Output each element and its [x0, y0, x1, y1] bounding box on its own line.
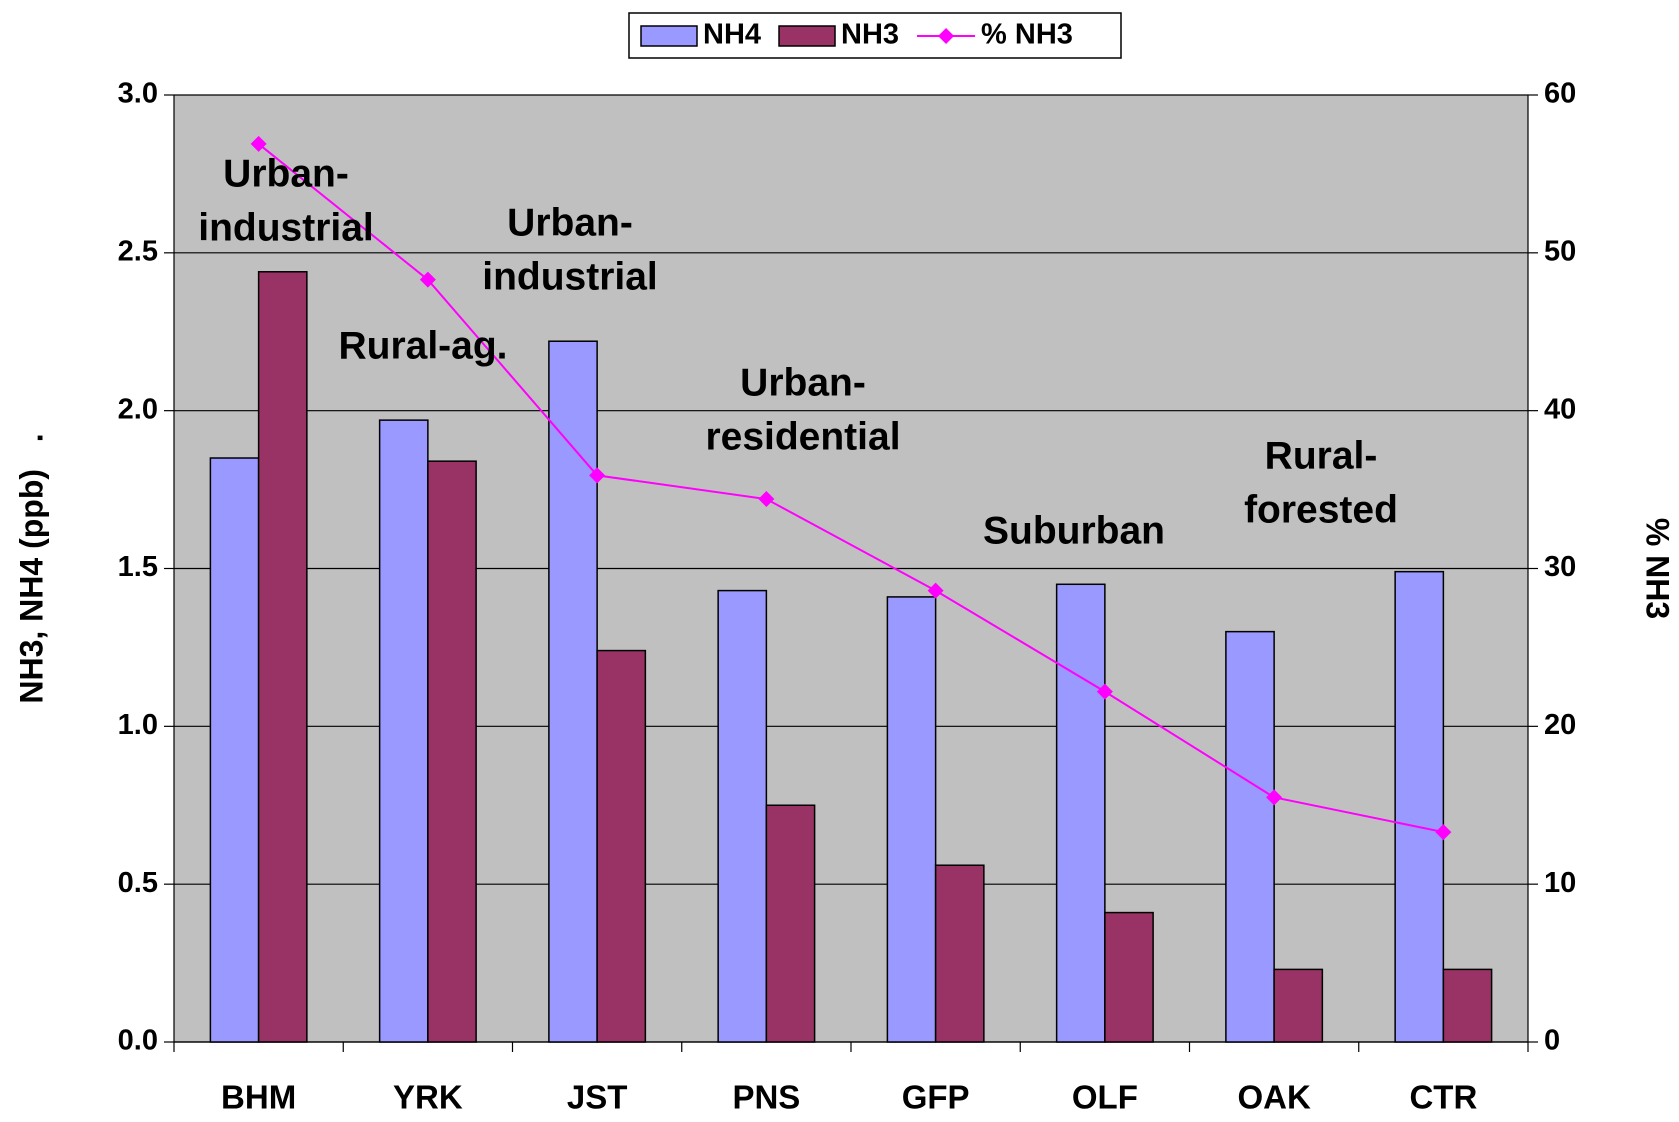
y2-tick-label: 40 [1544, 393, 1576, 425]
bar [1225, 630, 1275, 1043]
y-tick-label: 0.5 [118, 867, 158, 899]
line-marker [250, 135, 267, 152]
line-marker [758, 491, 775, 508]
y-tick-label: 2.0 [118, 393, 158, 425]
bar [717, 589, 768, 1043]
annotation: Urban- [507, 201, 633, 244]
line-marker [1435, 824, 1452, 841]
y2-tick-label: 0 [1544, 1025, 1560, 1057]
x-tick-label: PNS [732, 1079, 800, 1116]
legend-swatch [640, 25, 698, 47]
legend-box [628, 12, 1122, 59]
y-tick-label: 3.0 [118, 78, 158, 110]
y2-axis-label: % NH3 [1640, 518, 1676, 619]
y2-tick-label: 50 [1544, 235, 1576, 267]
y2-tick-label: 10 [1544, 867, 1576, 899]
x-tick-label: GFP [902, 1079, 970, 1116]
annotation: forested [1244, 488, 1398, 531]
line-series [257, 143, 1444, 834]
legend-marker [938, 28, 955, 44]
y-tick-label: 0.0 [118, 1025, 158, 1057]
annotation: industrial [482, 255, 658, 298]
annotation: Suburban [983, 509, 1165, 552]
annotation: Rural- [1265, 434, 1378, 477]
x-tick-label: OLF [1072, 1079, 1138, 1116]
bar [1104, 911, 1154, 1043]
y-tick-label: 2.5 [118, 235, 158, 267]
x-tick-label: CTR [1409, 1079, 1477, 1116]
annotation: residential [705, 415, 900, 458]
x-tick-label: OAK [1237, 1079, 1311, 1116]
y2-tick-label: 30 [1544, 551, 1576, 583]
bar [378, 419, 429, 1043]
legend-label: NH3 [841, 19, 899, 51]
bar [765, 804, 816, 1043]
x-tick-label: YRK [393, 1079, 463, 1116]
bar [596, 649, 647, 1043]
y-axis-label: NH3, NH4 (ppb) . [13, 433, 49, 703]
bar [1055, 583, 1106, 1043]
bar [257, 271, 308, 1043]
bar [886, 596, 937, 1043]
y2-tick-label: 20 [1544, 709, 1576, 741]
line-marker [589, 467, 606, 484]
x-tick-label: BHM [221, 1079, 296, 1116]
bar [1442, 968, 1493, 1043]
line-marker [927, 582, 944, 599]
legend-swatch [778, 25, 836, 47]
line-marker [1096, 683, 1113, 700]
bar [427, 460, 477, 1043]
bar [1273, 968, 1324, 1043]
annotation: Urban- [223, 152, 349, 195]
x-tick-label: JST [567, 1079, 628, 1116]
y-tick-label: 1.5 [118, 551, 158, 583]
bar [209, 457, 260, 1043]
annotation: Rural-ag. [338, 324, 507, 367]
bar [934, 864, 985, 1043]
annotation: industrial [198, 206, 374, 249]
y-tick-label: 1.0 [118, 709, 158, 741]
bar [1394, 570, 1445, 1043]
bar [548, 340, 598, 1043]
legend-label: % NH3 [981, 19, 1073, 51]
annotation: Urban- [740, 361, 866, 404]
line-marker [419, 271, 436, 288]
line-marker [1266, 789, 1283, 806]
legend-label: NH4 [703, 19, 761, 51]
y2-tick-label: 60 [1544, 78, 1576, 110]
